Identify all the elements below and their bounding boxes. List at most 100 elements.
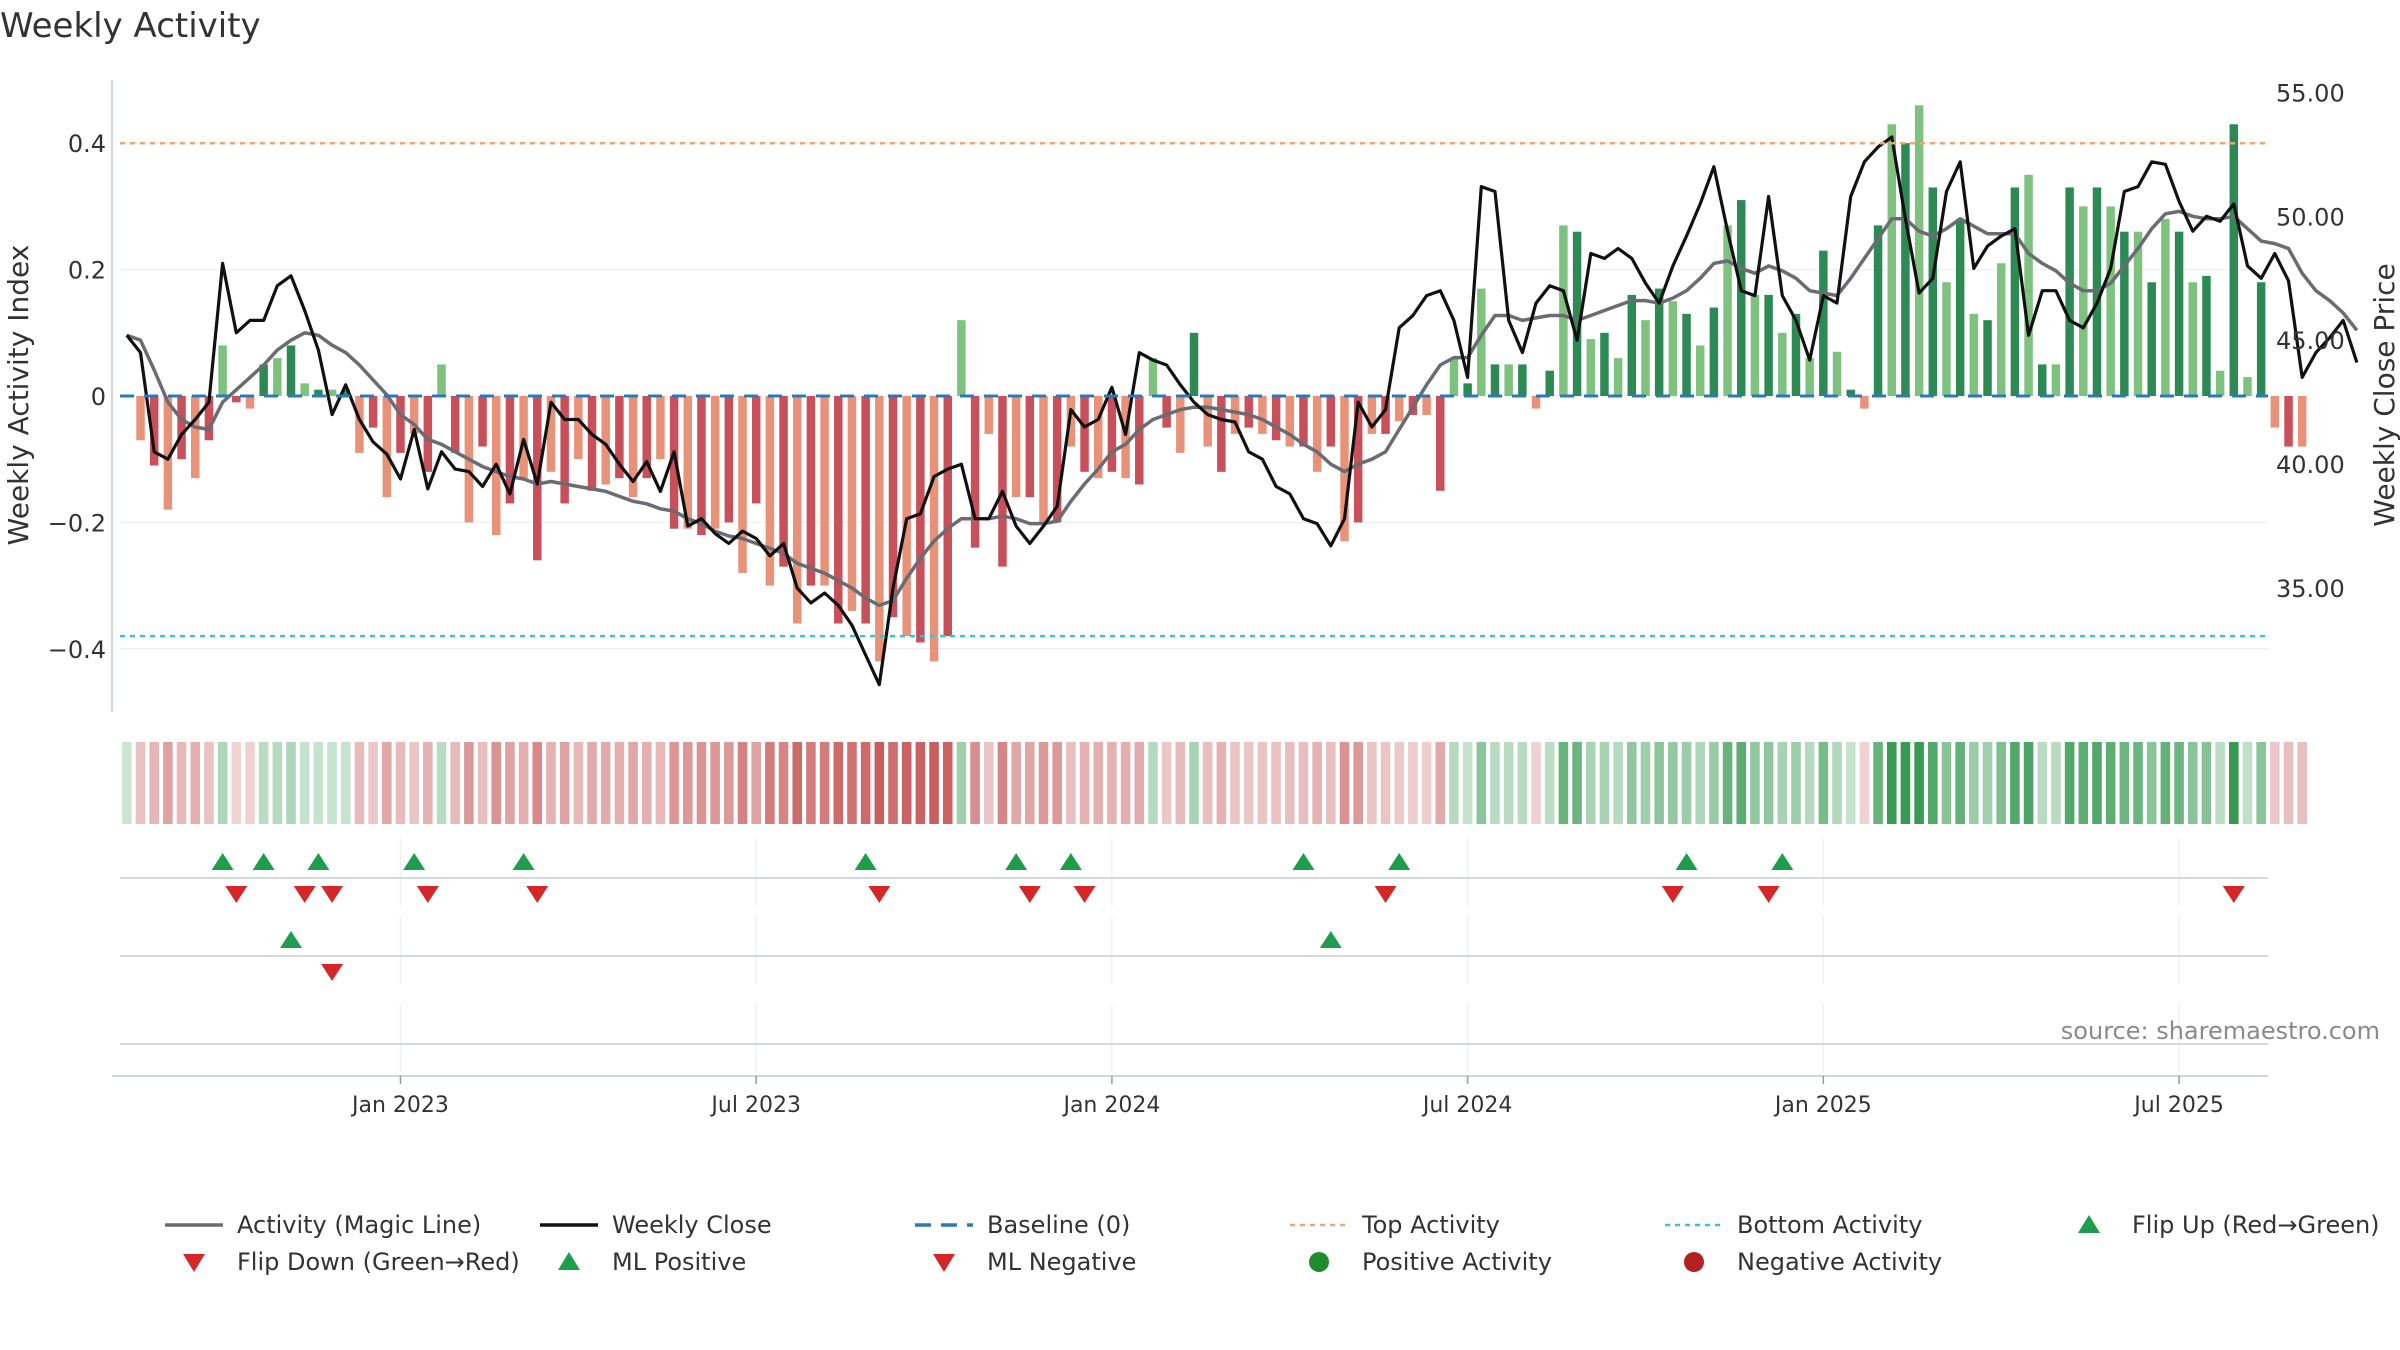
activity-bar	[779, 396, 788, 567]
heat-strip-cell	[1928, 742, 1938, 824]
activity-bar	[1996, 263, 2006, 396]
heat-strip-cell	[176, 742, 187, 824]
legend-circle-icon	[1684, 1252, 1704, 1272]
heat-strip-cell	[217, 742, 228, 824]
heat-strip-cell	[286, 742, 296, 824]
heat-strip-cell	[655, 742, 666, 824]
activity-bar	[2133, 231, 2143, 396]
activity-bar	[765, 396, 775, 586]
activity-bar	[1942, 282, 1951, 396]
heat-strip-cell	[970, 742, 980, 824]
activity-bar	[191, 396, 200, 479]
activity-bar	[902, 396, 911, 637]
activity-bar	[2147, 282, 2156, 396]
activity-bar	[1381, 396, 1390, 434]
y-tick-right-label: 35.00	[2276, 575, 2345, 603]
flip-down-marker	[2222, 886, 2245, 903]
heat-strip-cell	[2242, 742, 2253, 824]
activity-bar	[450, 396, 460, 453]
heat-strip-cell	[546, 742, 556, 824]
activity-bars	[122, 105, 2307, 662]
heat-strip-cell	[477, 742, 488, 824]
heat-strip-cell	[1408, 742, 1418, 824]
heat-strip-cell	[956, 742, 967, 824]
signal-markers	[120, 838, 2268, 1072]
heat-strip-cell	[1462, 742, 1473, 824]
heat-strip-cell	[2105, 742, 2116, 824]
activity-bar	[1148, 358, 1158, 396]
activity-bar	[1709, 307, 1719, 396]
legend-triangle-up-icon	[2078, 1215, 2100, 1233]
activity-bar	[1572, 231, 1582, 396]
heat-strip-cell	[1380, 742, 1391, 824]
activity-bar	[656, 396, 665, 460]
heat-strip-cell	[2133, 742, 2143, 824]
heat-strip-cell	[1079, 742, 1090, 824]
y-tick-left-label: −0.4	[48, 636, 106, 664]
heat-strip-cell	[518, 742, 529, 824]
activity-bar	[1805, 358, 1814, 396]
heat-strip-cell	[505, 742, 515, 824]
heat-strip-cell	[1435, 742, 1446, 824]
activity-bar	[1066, 396, 1076, 447]
activity-bar	[2202, 275, 2211, 396]
activity-bar	[1162, 396, 1171, 428]
heat-strip-cell	[614, 742, 625, 824]
heat-strip-cell	[1832, 742, 1842, 824]
activity-bar	[943, 396, 952, 637]
activity-bar	[355, 396, 364, 453]
activity-bar	[1477, 288, 1486, 396]
heat-strip-cell	[1284, 742, 1295, 824]
activity-bar	[1778, 332, 1787, 396]
activity-bar	[957, 320, 966, 396]
activity-bar	[697, 396, 706, 536]
activity-bar	[1203, 396, 1212, 447]
activity-bar	[1928, 187, 1938, 396]
y-axis-right-label: Weekly Close Price	[2368, 263, 2400, 526]
flip-down-marker	[416, 886, 439, 903]
heat-strip-cell	[888, 742, 898, 824]
activity-bar	[2051, 364, 2061, 396]
heat-strip-cell	[1722, 742, 1733, 824]
activity-bar	[1326, 396, 1336, 447]
activity-bar	[1504, 364, 1513, 396]
heat-strip-cell	[1585, 742, 1596, 824]
activity-bar	[2106, 206, 2115, 396]
activity-bar	[273, 358, 282, 396]
activity-bar	[149, 396, 159, 466]
y-tick-right-label: 55.00	[2276, 79, 2345, 107]
activity-bar	[642, 396, 651, 479]
legend-label: Bottom Activity	[1737, 1211, 1922, 1239]
heat-strip-cell	[1517, 742, 1528, 824]
heat-strip-cell	[1326, 742, 1336, 824]
activity-bar	[437, 364, 446, 396]
activity-bar	[2010, 187, 2020, 396]
activity-bar	[1559, 225, 1568, 396]
heat-strip-cell	[2078, 742, 2089, 824]
heat-strip-cell	[464, 742, 474, 824]
heat-strip-cell	[1969, 742, 1979, 824]
activity-bar	[998, 396, 1007, 567]
activity-bar	[2229, 124, 2239, 397]
heat-strip-cell	[1736, 742, 1747, 824]
heat-strip-cell	[2270, 742, 2280, 824]
y-tick-right-label: 40.00	[2276, 451, 2345, 479]
heat-strip-cell	[1503, 742, 1514, 824]
activity-bar	[2024, 174, 2033, 396]
heat-strip-cell	[1025, 742, 1035, 824]
activity-bar	[1394, 396, 1404, 422]
heat-strip-cell	[1681, 742, 1692, 824]
flip-down-marker	[868, 886, 891, 903]
heat-strip-cell	[1709, 742, 1719, 824]
flip-up-marker	[211, 853, 234, 870]
activity-bar	[1641, 320, 1650, 396]
activity-bar	[1737, 200, 1746, 396]
legend: Activity (Magic Line) Weekly Close Baselin…	[165, 1211, 2380, 1276]
heat-strip-cell	[450, 742, 460, 824]
heat-strip-cell	[819, 742, 830, 824]
heat-strip-cell	[983, 742, 994, 824]
legend-label: Flip Up (Red→Green)	[2132, 1211, 2380, 1239]
flip-down-marker	[293, 886, 316, 903]
activity-bar	[1449, 358, 1459, 396]
